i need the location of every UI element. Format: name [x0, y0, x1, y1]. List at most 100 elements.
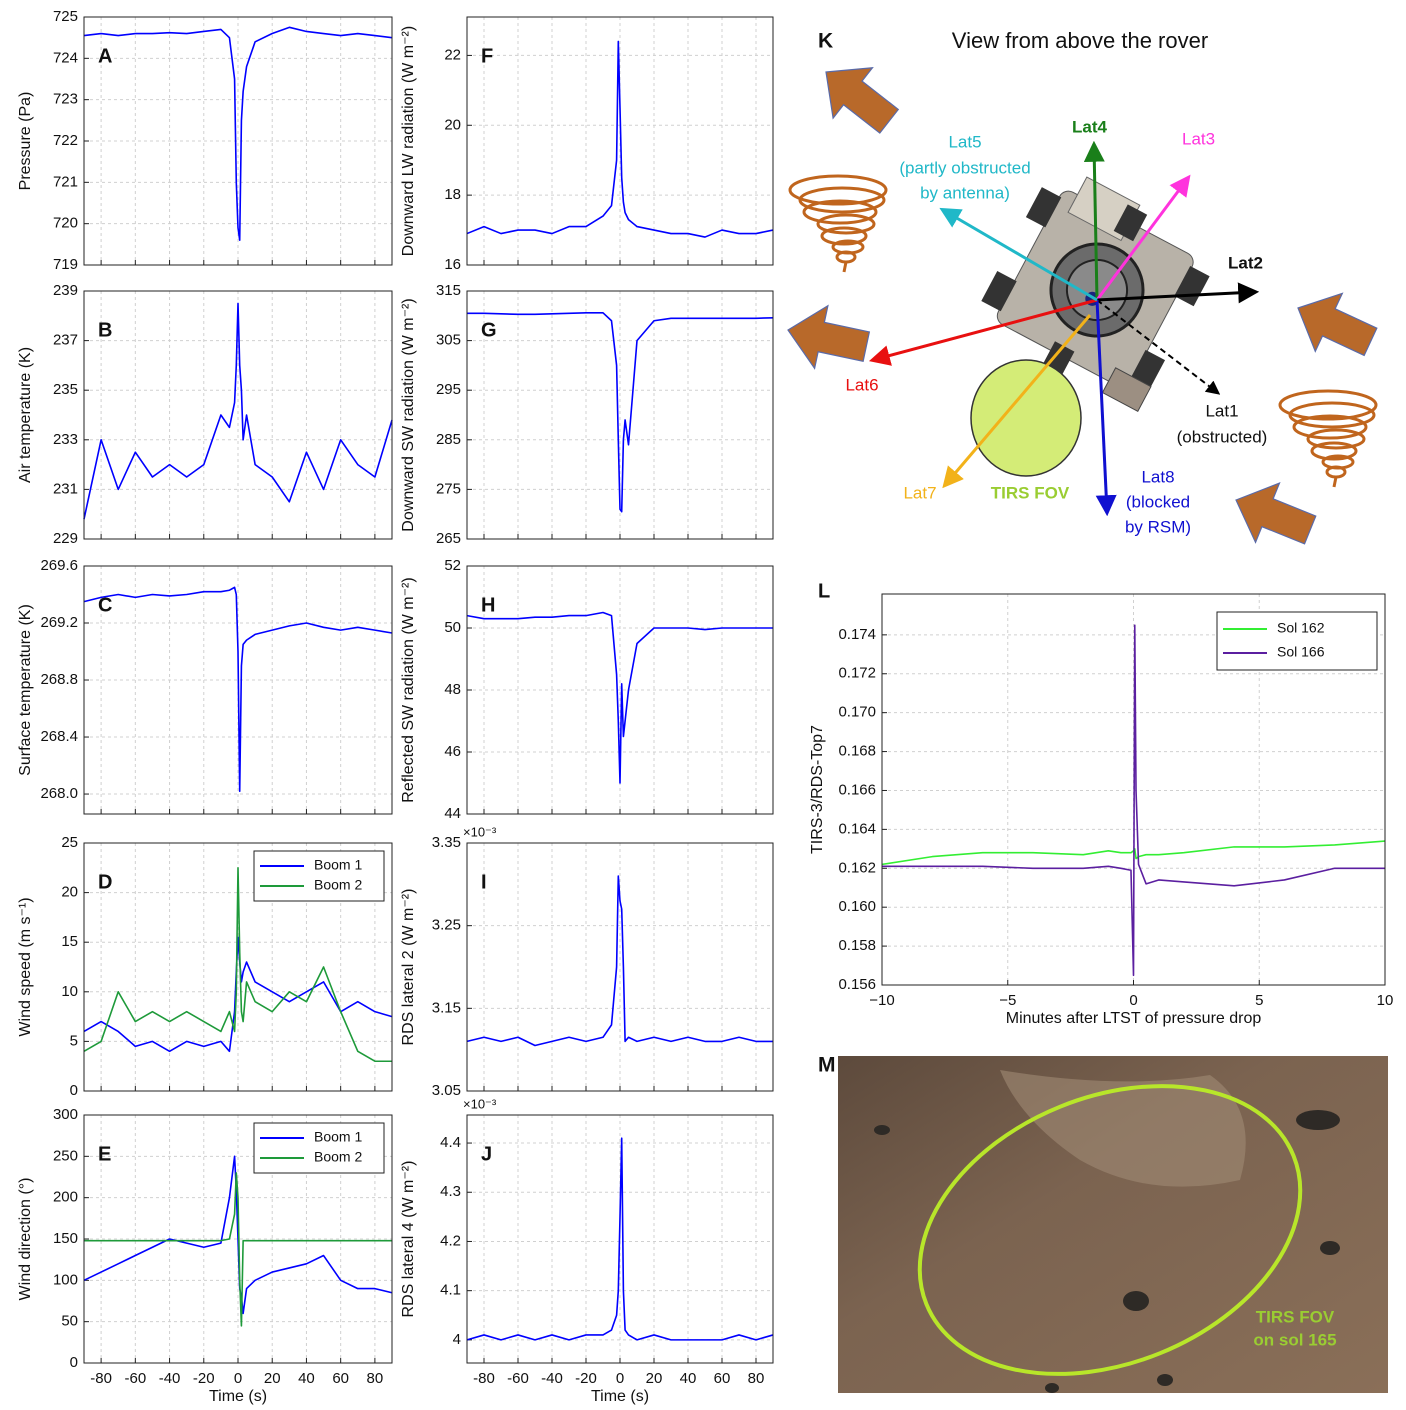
y-axis-label: Pressure (Pa) — [17, 92, 34, 191]
dust-devil — [788, 174, 888, 274]
fov-ellipse — [970, 359, 1082, 477]
legend-label: Boom 2 — [314, 1149, 362, 1165]
chart: 0 5 10 15 20 25 D Wind speed (m s⁻¹) Boom 1 Boom … — [17, 834, 393, 1099]
x-axis-label: Time (s) — [209, 1388, 267, 1405]
legend-label: Boom 1 — [314, 857, 362, 873]
rock-outcrop — [1000, 1070, 1246, 1187]
lat8-note: by RSM) — [1125, 517, 1191, 536]
y-tick-label: 200 — [53, 1189, 78, 1206]
legend-label: Sol 166 — [1277, 644, 1325, 660]
y-tick-label: 50 — [444, 619, 461, 636]
x-tick-label: 20 — [264, 1370, 281, 1387]
axes-frame — [83, 1114, 393, 1364]
lat5-note: by antenna) — [920, 183, 1010, 202]
legend-box — [253, 1122, 385, 1174]
y-tick-label: 250 — [53, 1147, 78, 1164]
y-tick-label: 268.0 — [40, 785, 78, 802]
diagram-title: View from above the rover — [952, 28, 1208, 53]
lat7-label: Lat7 — [903, 483, 936, 502]
y-axis-label: Wind speed (m s⁻¹) — [17, 897, 34, 1036]
dust-devil — [1278, 389, 1378, 489]
legend-label: Boom 2 — [314, 877, 362, 893]
wind-arrow — [805, 46, 910, 148]
y-tick-label: 4.4 — [440, 1134, 461, 1151]
y-tick-label: 269.2 — [40, 614, 78, 631]
x-axis-label: Time (s) — [591, 1388, 649, 1405]
y-tick-label: 233 — [53, 431, 78, 448]
y-tick-label: 305 — [436, 332, 461, 349]
y-tick-label: 275 — [436, 480, 461, 497]
y-tick-label: 268.8 — [40, 671, 78, 688]
y-tick-label: 231 — [53, 480, 78, 497]
series-line — [83, 867, 392, 1063]
y-axis-label: Downward SW radiation (W m⁻²) — [400, 298, 417, 531]
panel-label: G — [481, 319, 497, 341]
series-line — [466, 1137, 774, 1341]
lat6-label: Lat6 — [845, 375, 878, 394]
legend-label: Sol 162 — [1277, 620, 1325, 636]
y-tick-label: 722 — [53, 132, 78, 149]
y-tick-label: 18 — [444, 186, 461, 203]
x-tick-label: 40 — [298, 1370, 315, 1387]
y-tick-label: 3.15 — [432, 999, 461, 1016]
lat8-label: Lat8 — [1141, 467, 1174, 486]
axes-frame — [83, 842, 393, 1092]
y-tick-label: 725 — [53, 8, 78, 25]
y-tick-label: 0.164 — [838, 820, 876, 837]
y-tick-label: 315 — [436, 282, 461, 299]
fov-outline — [917, 1084, 1303, 1376]
lat8-note: (blocked — [1126, 492, 1190, 511]
x-tick-label: -60 — [124, 1370, 146, 1387]
legend-label: Boom 1 — [314, 1129, 362, 1145]
x-tick-label: -20 — [575, 1370, 597, 1387]
wind-arrow — [780, 298, 874, 379]
x-tick-label: 20 — [646, 1370, 663, 1387]
y-tick-label: 0.168 — [838, 743, 876, 760]
y-tick-label: 0.172 — [838, 665, 876, 682]
y-tick-label: 44 — [444, 805, 461, 822]
series-line — [881, 840, 1386, 866]
axes-frame — [83, 290, 393, 540]
y-tick-label: 285 — [436, 431, 461, 448]
y-tick-label: 300 — [53, 1106, 78, 1123]
y-axis-label: TIRS-3/RDS-Top7 — [809, 725, 826, 854]
y-axis-label: RDS lateral 4 (W m⁻²) — [400, 1161, 417, 1318]
panel-label: A — [98, 45, 112, 67]
x-axis-label: Minutes after LTST of pressure drop — [1006, 1010, 1262, 1027]
y-tick-label: 15 — [61, 933, 78, 950]
panel-label: I — [481, 871, 487, 893]
chart: −10 −5 0 5 10 0.156 0.158 0.160 0.162 0.164 0.166 0… — [809, 580, 1393, 1027]
panel-label: B — [98, 319, 112, 341]
y-tick-label: 720 — [53, 215, 78, 232]
axes-frame — [83, 565, 393, 815]
y-tick-label: 721 — [53, 173, 78, 190]
axes-frame — [881, 593, 1386, 986]
panel-k: K View from above the rover — [780, 28, 1385, 561]
panel-label: L — [818, 580, 830, 602]
y-tick-label: 52 — [444, 557, 461, 574]
y-tick-label: 724 — [53, 49, 78, 66]
x-tick-label: 0 — [616, 1370, 624, 1387]
y-axis-label: Surface temperature (K) — [17, 604, 34, 776]
x-tick-label: 0 — [234, 1370, 242, 1387]
series-line — [467, 312, 774, 513]
chart: 3.05 3.15 3.25 3.35 I RDS lateral 2 (W m⁻²) ×1… — [400, 824, 774, 1099]
lat3-arrow — [1095, 174, 1191, 301]
panel-label: J — [481, 1143, 492, 1165]
series-line — [83, 936, 393, 1053]
fov-caption: on sol 165 — [1253, 1330, 1336, 1349]
y-tick-label: 4 — [453, 1331, 461, 1348]
y-axis-label: Air temperature (K) — [17, 347, 34, 483]
y-tick-label: 239 — [53, 282, 78, 299]
y-tick-label: 150 — [53, 1230, 78, 1247]
y-tick-label: 22 — [444, 46, 461, 63]
x-tick-label: -40 — [159, 1370, 181, 1387]
y-tick-label: 295 — [436, 381, 461, 398]
axes-frame — [466, 1114, 774, 1364]
y-tick-label: 20 — [444, 116, 461, 133]
x-tick-label: -20 — [193, 1370, 215, 1387]
series-line — [882, 624, 1385, 977]
lat1-note: (obstructed) — [1177, 427, 1268, 446]
series-line — [466, 40, 774, 238]
